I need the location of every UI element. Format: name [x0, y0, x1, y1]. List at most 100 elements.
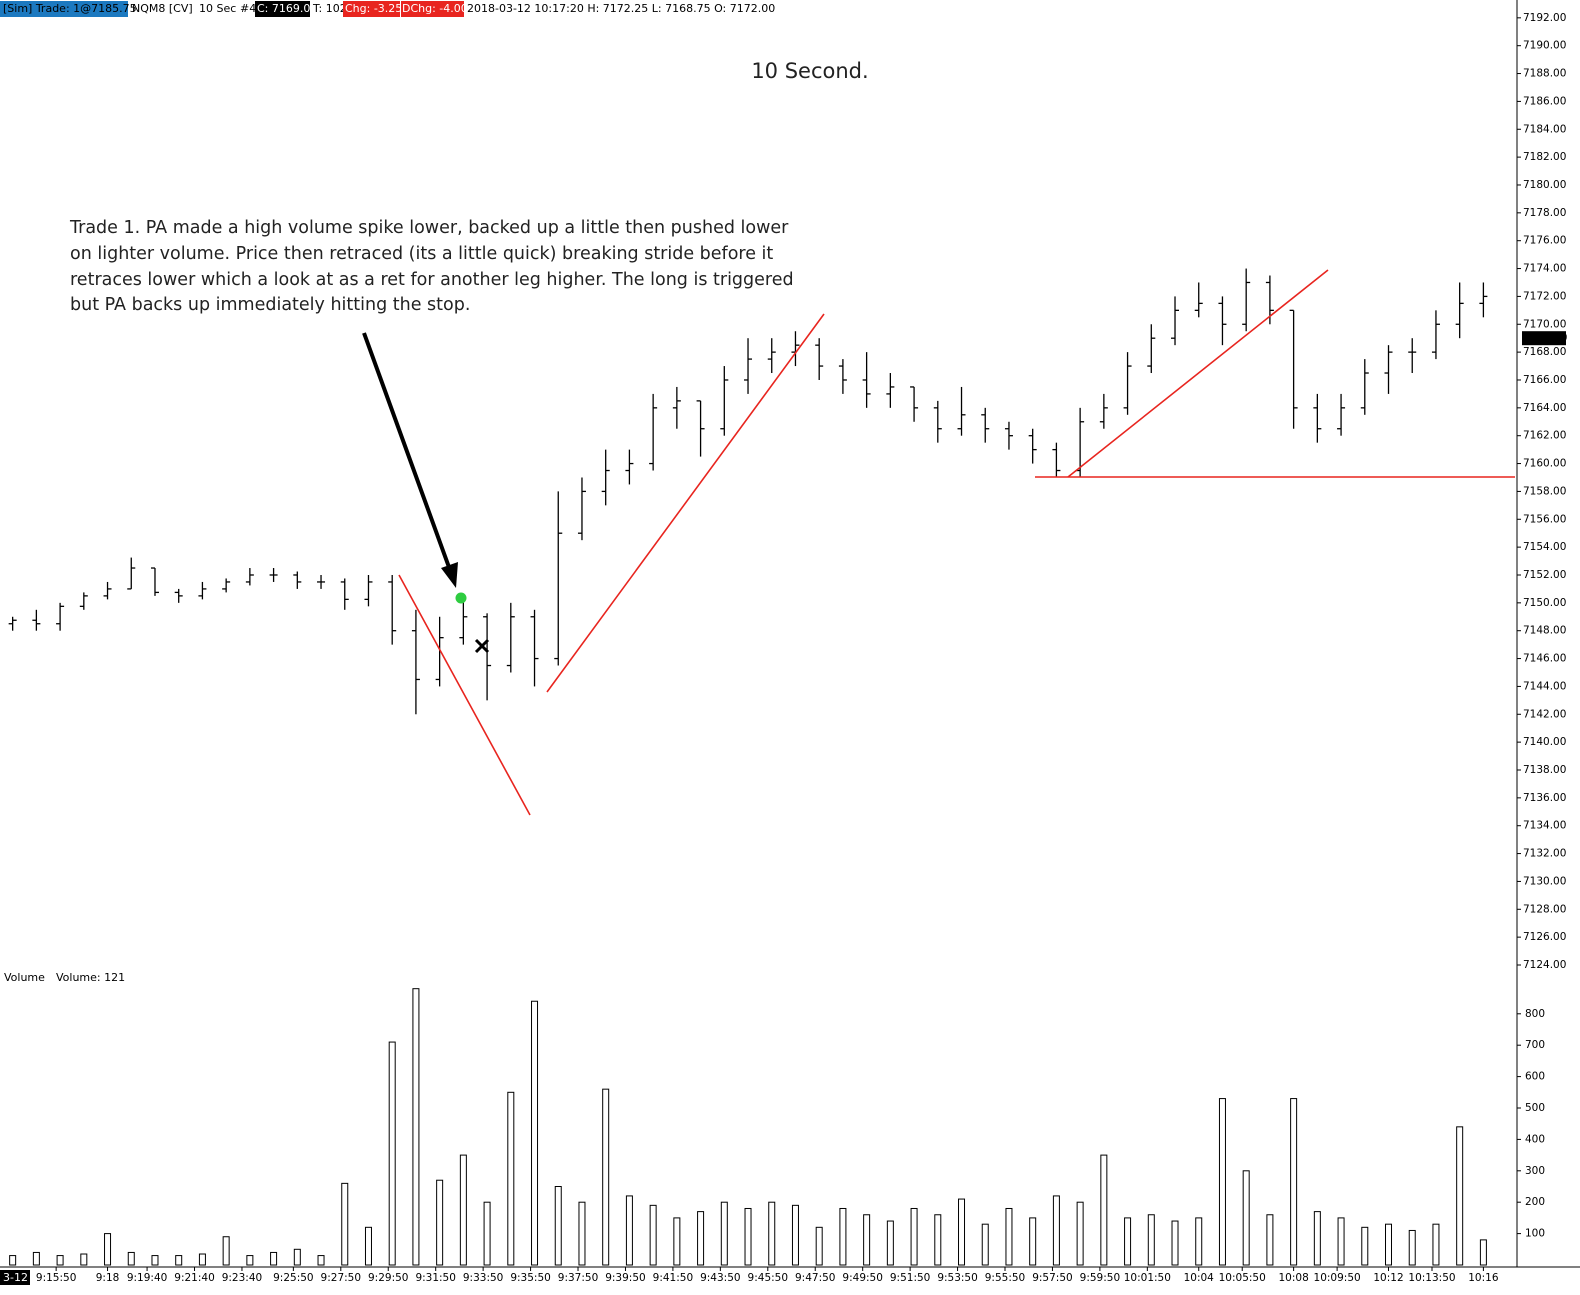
x-tick-label: 9:51:50: [890, 1272, 930, 1284]
volume-value: Volume: 121: [56, 971, 125, 984]
volume-bar: [839, 1207, 847, 1266]
y-tick-label: 7178.00: [1523, 207, 1566, 219]
y-tick-label: 7180.00: [1523, 179, 1566, 191]
volume-bar: [104, 1233, 112, 1266]
volume-bar: [886, 1220, 894, 1266]
y-tick-label: 7144.00: [1523, 680, 1566, 692]
annotation: retraces lower which a look at as a ret …: [70, 270, 794, 290]
volume-bar: [412, 988, 420, 1266]
x-tick-label: 9:35:50: [510, 1272, 550, 1284]
x-tick-label: 9:55:50: [985, 1272, 1025, 1284]
y-tick-label: 300: [1525, 1165, 1545, 1177]
y-tick-label: 7124.00: [1523, 959, 1566, 971]
y-tick-label: 7158.00: [1523, 485, 1566, 497]
trendline: [1067, 269, 1329, 478]
y-tick-label: 7130.00: [1523, 875, 1566, 887]
chart-title: 10 Second.: [751, 59, 868, 83]
header-box: [401, 1, 464, 17]
volume-bar: [151, 1255, 159, 1266]
volume-bar: [578, 1201, 586, 1266]
volume-bar: [910, 1207, 918, 1266]
volume-bar: [1195, 1217, 1203, 1266]
volume-bar: [388, 1041, 396, 1266]
account: [Sim] Trade: 1@7185.75: [3, 2, 137, 15]
y-tick-label: 7136.00: [1523, 792, 1566, 804]
interval: 10 Sec: [199, 2, 236, 15]
x-tick-label: 9:18: [96, 1272, 120, 1284]
volume-bar: [791, 1204, 799, 1266]
y-tick-label: 7134.00: [1523, 820, 1566, 832]
x-tick-label: 9:19:40: [127, 1272, 167, 1284]
volume-bar: [863, 1214, 871, 1266]
x-tick-label: 10:08: [1278, 1272, 1308, 1284]
trendline: [398, 574, 531, 816]
y-tick-label: 7172.00: [1523, 290, 1566, 302]
arrow-head: [441, 562, 458, 588]
volume-bar: [602, 1088, 610, 1266]
volume-bar: [531, 1000, 539, 1266]
date-box: [0, 1270, 30, 1285]
y-tick-label: 7132.00: [1523, 848, 1566, 860]
x-tick-label: 10:09:50: [1314, 1272, 1361, 1284]
y-tick-label: 7148.00: [1523, 625, 1566, 637]
header-box: [343, 1, 400, 17]
x-tick-label: 10:13:50: [1408, 1272, 1455, 1284]
volume-label: Volume: [4, 971, 45, 984]
volume-bar: [459, 1154, 467, 1266]
y-tick-label: 500: [1525, 1102, 1545, 1114]
y-tick-label: 7176.00: [1523, 235, 1566, 247]
y-tick-label: 7184.00: [1523, 123, 1566, 135]
volume-bar: [1171, 1220, 1179, 1266]
trendline: [546, 313, 825, 693]
header-box: [255, 1, 310, 17]
ticks: T: 102: [312, 2, 347, 15]
y-tick-label: 7168.00: [1523, 346, 1566, 358]
volume-bar: [1100, 1154, 1108, 1266]
plot: 7124.00 7126.00 7128.00 7130.00 7132.00 7134.…: [8, 12, 1567, 1284]
x-tick-label: 10:12: [1373, 1272, 1403, 1284]
volume-bar: [364, 1226, 372, 1266]
volume-bar: [649, 1204, 657, 1266]
volume-bar: [246, 1255, 254, 1266]
volume-bar: [1005, 1207, 1013, 1266]
x-tick-label: 9:57:50: [1032, 1272, 1072, 1284]
y-tick-label: 7166.00: [1523, 374, 1566, 386]
volume-bar: [507, 1091, 515, 1266]
y-tick-label: 7126.00: [1523, 931, 1566, 943]
y-tick-label: 100: [1525, 1228, 1545, 1240]
y-tick-label: 7138.00: [1523, 764, 1566, 776]
volume-bar: [483, 1201, 491, 1266]
x-tick-label: 9:25:50: [273, 1272, 313, 1284]
drawings: [398, 269, 1515, 816]
y-tick-label: 400: [1525, 1133, 1545, 1145]
y-tick-label: 7186.00: [1523, 95, 1566, 107]
volume-bar: [1052, 1195, 1060, 1266]
x-tick-label: 9:37:50: [558, 1272, 598, 1284]
x-tick-label: 9:29:50: [368, 1272, 408, 1284]
volume-bar: [1266, 1214, 1274, 1266]
y-tick-label: 200: [1525, 1196, 1545, 1208]
y-tick-label: 7182.00: [1523, 151, 1566, 163]
x-tick-label: 9:39:50: [605, 1272, 645, 1284]
volume-bar: [1076, 1201, 1084, 1266]
volume-bar: [934, 1214, 942, 1266]
x-tick-label: 9:21:40: [174, 1272, 214, 1284]
volume-bar: [744, 1207, 752, 1266]
x-tick-label: 9:49:50: [842, 1272, 882, 1284]
y-tick-label: 7170.00: [1523, 318, 1566, 330]
y-tick-label: 7142.00: [1523, 708, 1566, 720]
close: C: 7169.00: [257, 2, 317, 15]
x-tick-label: 9:31:50: [415, 1272, 455, 1284]
volume-bar: [341, 1182, 349, 1266]
header-box: [0, 1, 128, 17]
x-tick-label: 9:33:50: [463, 1272, 503, 1284]
last-price: 7169.00: [1524, 332, 1567, 344]
x-tick-label: 9:53:50: [937, 1272, 977, 1284]
volume-bar: [958, 1198, 966, 1266]
y-tick-label: 7140.00: [1523, 736, 1566, 748]
volume-bar: [1479, 1239, 1487, 1266]
volume-bar: [317, 1255, 325, 1266]
volume-bar: [32, 1251, 40, 1266]
volume-bar: [768, 1201, 776, 1266]
day-change: DChg: -4.00: [402, 2, 468, 15]
